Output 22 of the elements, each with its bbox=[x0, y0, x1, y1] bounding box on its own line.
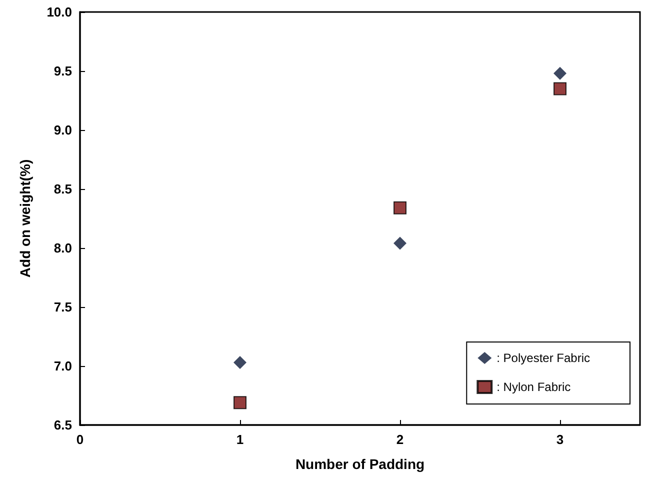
y-tick-label: 9.0 bbox=[54, 122, 72, 138]
point bbox=[234, 396, 246, 410]
point bbox=[554, 66, 566, 80]
point bbox=[394, 236, 406, 250]
y-tick-label: 7.0 bbox=[54, 358, 72, 374]
x-tick-label: 2 bbox=[396, 432, 404, 447]
y-tick-label: 10.0 bbox=[46, 4, 72, 20]
point bbox=[394, 201, 406, 214]
y-tick-label: 7.5 bbox=[54, 300, 72, 314]
x-axis-title: Number of Padding bbox=[295, 456, 425, 472]
x-tick-label: 1 bbox=[236, 432, 244, 447]
y-tick-label: 6.5 bbox=[54, 418, 72, 432]
y-tick-label: 8.5 bbox=[54, 182, 72, 196]
legend-label: : Nylon Fabric bbox=[496, 380, 571, 394]
legend-label: : Polyester Fabric bbox=[496, 351, 590, 365]
x-tick-label: 0 bbox=[76, 432, 84, 447]
point bbox=[554, 82, 566, 96]
x-tick-label: 3 bbox=[556, 432, 564, 447]
y-axis-title: Add on weight(%) bbox=[17, 159, 33, 278]
point bbox=[234, 356, 246, 369]
y-tick-label: 8.0 bbox=[54, 240, 72, 256]
y-tick-label: 9.5 bbox=[54, 64, 72, 78]
